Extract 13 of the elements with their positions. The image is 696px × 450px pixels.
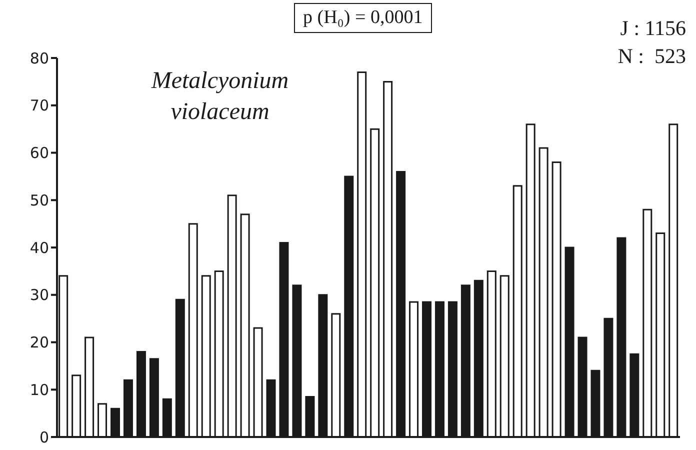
y-tick-label: 20	[30, 334, 49, 352]
y-tick-label: 0	[39, 428, 49, 446]
y-tick-label: 80	[30, 49, 49, 68]
text: Metalcyonium violaceum	[150, 67, 290, 127]
y-tick-label: 60	[30, 144, 49, 162]
y-tick-label: 10	[30, 380, 49, 399]
y-tick-label: 70	[30, 96, 49, 115]
text: J : 1156	[620, 16, 686, 41]
y-tick-label: 40	[30, 238, 49, 257]
text: p (H₀) = 0,0001	[294, 3, 432, 33]
y-tick-label: 30	[30, 286, 49, 304]
annotation: N : 523	[618, 44, 686, 69]
y-tick-label: 50	[30, 191, 49, 210]
